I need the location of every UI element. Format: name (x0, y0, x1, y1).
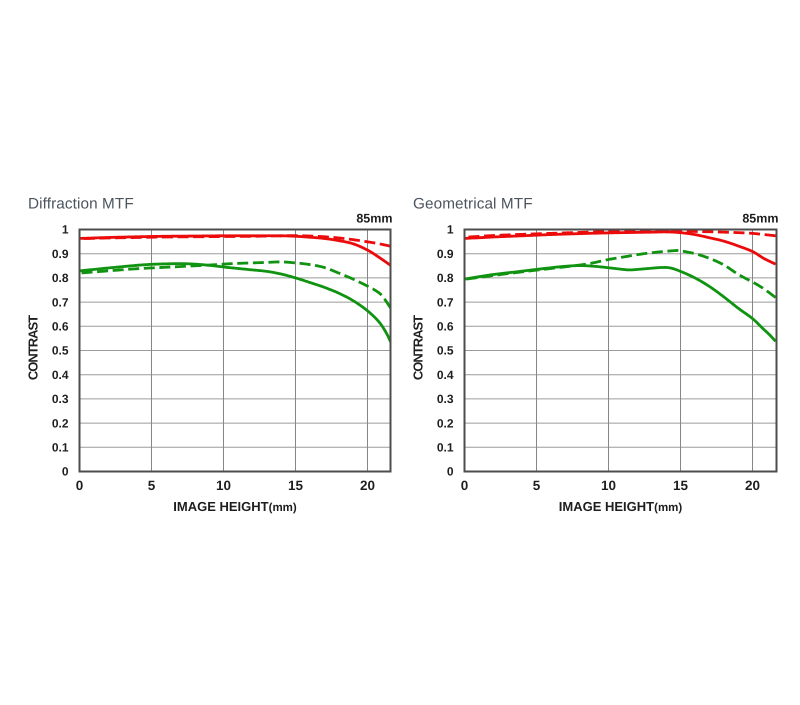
svg-text:0.9: 0.9 (52, 247, 69, 261)
svg-text:5: 5 (533, 478, 541, 493)
svg-text:CONTRAST: CONTRAST (26, 315, 41, 380)
svg-text:15: 15 (673, 478, 689, 493)
svg-text:1: 1 (62, 223, 69, 237)
svg-text:10: 10 (601, 478, 616, 493)
svg-text:1: 1 (447, 223, 454, 237)
svg-text:0.2: 0.2 (437, 416, 454, 430)
svg-text:0.4: 0.4 (437, 368, 454, 382)
svg-text:0.3: 0.3 (52, 392, 69, 406)
svg-text:0.5: 0.5 (437, 344, 454, 358)
svg-text:0: 0 (447, 465, 454, 479)
svg-text:20: 20 (360, 478, 375, 493)
svg-text:0: 0 (461, 478, 469, 493)
svg-text:0.8: 0.8 (437, 271, 454, 285)
svg-text:Geometrical MTF: Geometrical MTF (413, 196, 533, 213)
svg-text:0.9: 0.9 (437, 247, 454, 261)
svg-text:0.4: 0.4 (52, 368, 69, 382)
svg-text:0: 0 (62, 465, 69, 479)
svg-text:0.7: 0.7 (437, 295, 454, 309)
svg-text:Diffraction MTF: Diffraction MTF (28, 196, 134, 213)
svg-text:0.8: 0.8 (52, 271, 69, 285)
svg-text:0.7: 0.7 (52, 295, 69, 309)
svg-text:CONTRAST: CONTRAST (411, 315, 426, 380)
svg-text:10: 10 (216, 478, 231, 493)
svg-text:IMAGE HEIGHT(mm): IMAGE HEIGHT(mm) (173, 499, 297, 514)
svg-text:0.6: 0.6 (437, 320, 454, 334)
svg-text:0.1: 0.1 (437, 441, 454, 455)
svg-text:0.2: 0.2 (52, 416, 69, 430)
svg-text:85mm: 85mm (742, 212, 778, 226)
svg-text:20: 20 (745, 478, 760, 493)
svg-text:15: 15 (288, 478, 304, 493)
svg-text:5: 5 (148, 478, 156, 493)
svg-text:0.1: 0.1 (52, 441, 69, 455)
svg-text:85mm: 85mm (356, 212, 392, 226)
svg-text:IMAGE HEIGHT(mm): IMAGE HEIGHT(mm) (559, 499, 683, 514)
svg-text:0.3: 0.3 (437, 392, 454, 406)
svg-text:0: 0 (76, 478, 84, 493)
svg-text:0.5: 0.5 (52, 344, 69, 358)
svg-text:0.6: 0.6 (52, 320, 69, 334)
